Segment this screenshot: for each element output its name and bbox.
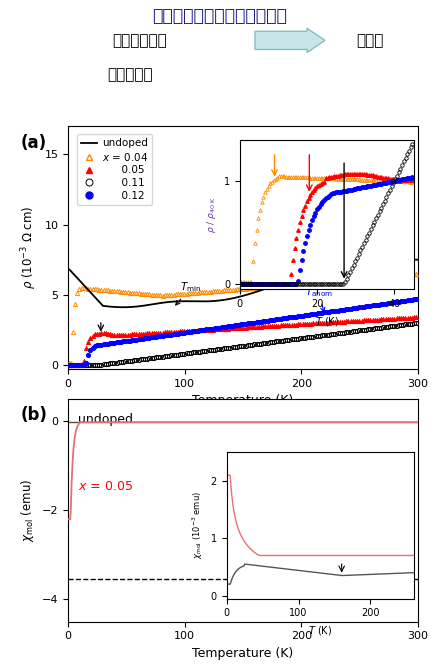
- Text: 超伝導: 超伝導: [356, 33, 384, 48]
- Y-axis label: $\rho$ / $\rho_{\rm 40\ K}$: $\rho$ / $\rho_{\rm 40\ K}$: [205, 196, 218, 233]
- Text: $x$ = 0.05: $x$ = 0.05: [77, 480, 132, 493]
- Text: (b): (b): [21, 406, 48, 424]
- X-axis label: $T$ (K): $T$ (K): [308, 624, 332, 637]
- Text: $T_{\rm anom}$: $T_{\rm anom}$: [305, 285, 333, 312]
- X-axis label: Temperature (K): Temperature (K): [192, 394, 294, 408]
- X-axis label: Temperature (K): Temperature (K): [192, 647, 294, 660]
- Y-axis label: $\rho$ (10$^{-3}$ $\Omega$ cm): $\rho$ (10$^{-3}$ $\Omega$ cm): [19, 206, 39, 289]
- Text: ゼロ電気抵抗: ゼロ電気抵抗: [113, 33, 167, 48]
- Legend: undoped, $x$ = 0.04,       0.05,       0.11,       0.12: undoped, $x$ = 0.04, 0.05, 0.11, 0.12: [77, 134, 152, 205]
- X-axis label: $T$ (K): $T$ (K): [315, 315, 339, 328]
- Y-axis label: $\chi_{\rm mol}$ (emu): $\chi_{\rm mol}$ (emu): [19, 479, 37, 542]
- Text: (a): (a): [21, 134, 47, 152]
- Y-axis label: $\chi_{\rm mol}$ (10$^{-3}$ emu): $\chi_{\rm mol}$ (10$^{-3}$ emu): [191, 491, 205, 559]
- Text: 完全反磁性: 完全反磁性: [107, 67, 153, 82]
- Text: undoped: undoped: [77, 413, 132, 426]
- FancyArrow shape: [255, 28, 325, 53]
- Text: 電気抵抗と磁化率の温度変化: 電気抵抗と磁化率の温度変化: [153, 7, 287, 25]
- Text: $T_{\rm min}$: $T_{\rm min}$: [176, 281, 202, 305]
